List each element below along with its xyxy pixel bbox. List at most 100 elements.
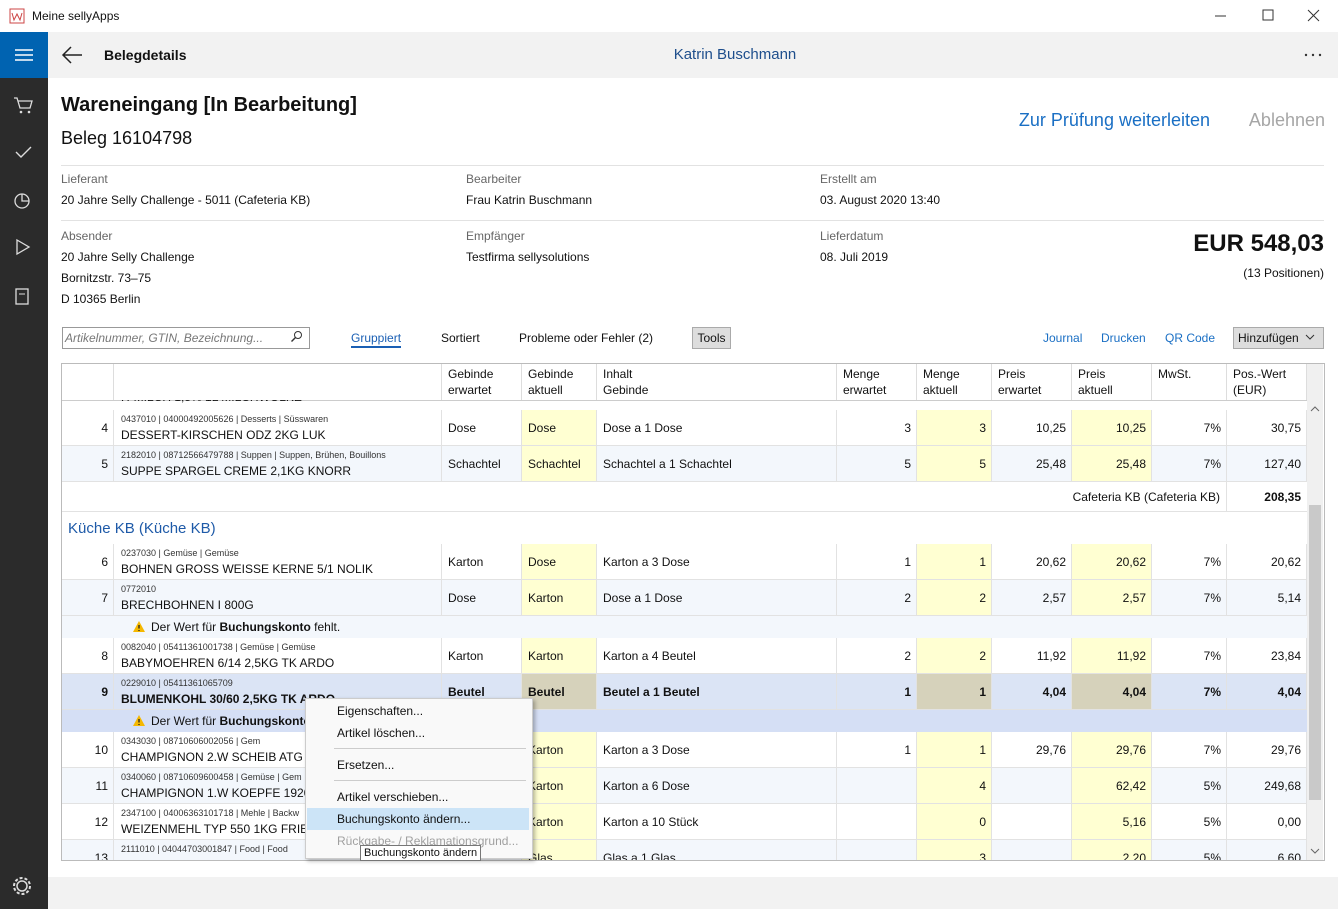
table-row[interactable]: 60237030 | Gemüse | GemüseBOHNEN GROSS W…	[62, 544, 1307, 580]
field-value: 03. August 2020 13:40	[820, 193, 940, 207]
cell	[837, 804, 917, 840]
warning-part: fehlt.	[311, 620, 340, 634]
table-row[interactable]: 90229010 | 05411361065709BLUMENKOHL 30/6…	[62, 674, 1307, 710]
cell-value: 4,04	[1123, 674, 1146, 710]
menu-item[interactable]: Buchungskonto ändern...	[307, 808, 529, 830]
column-header: Pos.-Wert	[1233, 367, 1286, 381]
header-cell	[62, 364, 114, 400]
sidebar-icons[interactable]	[0, 32, 48, 909]
menu-item[interactable]: Eigenschaften...	[307, 700, 529, 722]
cell-value: 3	[979, 840, 986, 860]
menu-item[interactable]: Ersetzen...	[307, 754, 529, 776]
link[interactable]: Journal	[1043, 331, 1082, 345]
position: 7	[101, 580, 108, 616]
tab[interactable]: Probleme oder Fehler (2)	[519, 331, 653, 345]
article-name: BABYMOEHREN 6/14 2,5KG TK ARDO	[121, 656, 334, 670]
cell-value: Karton a 3 Dose	[603, 544, 690, 580]
column-header: Gebinde	[528, 367, 573, 381]
cell-value: Dose	[448, 580, 476, 616]
tab[interactable]: Sortiert	[441, 331, 480, 345]
article-name: DESSERT-KIRSCHEN ODZ 2KG LUK	[121, 428, 326, 442]
column-header: aktuell	[923, 383, 958, 397]
table-row[interactable]: 100343030 | 08710606002056 | GemCHAMPIGN…	[62, 732, 1307, 768]
warning-row: Der Wert für Buchungskonto fehlt.	[62, 710, 1307, 733]
cell-value: 5%	[1204, 840, 1221, 860]
table-row[interactable]: 80082040 | 05411361001738 | Gemüse | Gem…	[62, 638, 1307, 674]
positions-count: (13 Positionen)	[1243, 266, 1324, 280]
cell-value: 2	[979, 580, 986, 616]
position: 9	[101, 674, 108, 710]
article-code: 2182010 | 08712566479788 | Suppen | Supp…	[121, 450, 386, 460]
cell-value: 7%	[1204, 580, 1221, 616]
cell-value: 1	[979, 544, 986, 580]
cell-value: 29,76	[1271, 732, 1301, 768]
cell-value: Beutel	[528, 674, 565, 710]
subtotal-label: Cafeteria KB (Cafeteria KB)	[1073, 490, 1220, 504]
cell-value: 249,68	[1264, 768, 1301, 804]
warning-icon	[132, 714, 146, 727]
article-code: 2111010 | 04044703001847 | Food | Food	[121, 844, 288, 854]
table-row[interactable]: 5 2182010 | 08712566479788 | Suppen | Sup…	[62, 446, 1307, 482]
field-label: Bearbeiter	[466, 172, 521, 186]
cell-value: 25,48	[1036, 446, 1066, 482]
table-row[interactable]: 132111010 | 04044703001847 | Food | Food…	[62, 840, 1307, 860]
link[interactable]: QR Code	[1165, 331, 1215, 345]
cell-value: 29,76	[1036, 732, 1066, 768]
forward-button[interactable]: Zur Prüfung weiterleiten	[1019, 110, 1210, 131]
subtotal-value: 208,35	[1264, 490, 1301, 504]
table-row[interactable]: 70772010BRECHBOHNEN I 800GDoseKartonDose…	[62, 580, 1307, 616]
cell-value: Dose	[448, 410, 476, 446]
separator	[61, 220, 1324, 221]
column-header: Preis	[998, 367, 1025, 381]
column-header: Preis	[1078, 367, 1105, 381]
article-name: CHAMPIGNON 1.W KOEPFE 1920G	[121, 786, 320, 800]
menu-label: Eigenschaften...	[337, 704, 423, 718]
cell-value: 11,92	[1037, 638, 1066, 674]
article-name: WEIZENMEHL TYP 550 1KG FRIESSI	[121, 822, 328, 836]
tools-button[interactable]: Tools	[692, 327, 731, 349]
field-label: Absender	[61, 229, 112, 243]
cell-value: 0	[979, 804, 986, 840]
header-cell	[114, 364, 442, 400]
article-name: BLUMENKOHL 30/60 2,5KG TK ARDO	[121, 692, 335, 706]
cell-value: Beutel a 1 Beutel	[603, 674, 700, 710]
link[interactable]: Drucken	[1101, 331, 1146, 345]
table-row[interactable]: 122347100 | 04006363101718 | Mehle | Bac…	[62, 804, 1307, 840]
back-button[interactable]	[60, 44, 86, 66]
column-header: Gebinde	[448, 367, 493, 381]
tab[interactable]: Gruppiert	[351, 331, 401, 348]
user-name: Katrin Buschmann	[600, 46, 870, 63]
cell-value: 7%	[1204, 544, 1221, 580]
field-label: Erstellt am	[820, 172, 877, 186]
column-header: Menge	[923, 367, 960, 381]
cell-value: Karton	[528, 804, 563, 840]
cell-value: Karton a 10 Stück	[603, 804, 698, 840]
table-row[interactable]: 40437010 | 04000492005626 | Desserts | S…	[62, 410, 1307, 446]
window-controls[interactable]	[1200, 0, 1338, 32]
cell-value: 10,25	[1036, 410, 1066, 446]
table-row[interactable]: 110340060 | 08710609600458 | Gemüse | Ge…	[62, 768, 1307, 804]
cell-value: 2	[904, 638, 911, 674]
column-header: aktuell	[528, 383, 563, 397]
article-name: BRECHBOHNEN I 800G	[121, 598, 254, 612]
position: 8	[101, 638, 108, 674]
more-button[interactable]	[1303, 50, 1325, 60]
article-code: 2347100 | 04006363101718 | Mehle | Backw	[121, 808, 299, 818]
document-number: Beleg 16104798	[61, 128, 192, 149]
scroll-arrows[interactable]	[1307, 400, 1323, 860]
position: 6	[101, 544, 108, 580]
cell-value: 2	[979, 638, 986, 674]
field-label: Empfänger	[466, 229, 525, 243]
reject-button[interactable]: Ablehnen	[1249, 110, 1325, 131]
menu-item[interactable]: Artikel verschieben...	[307, 786, 529, 808]
cell-value: 4	[979, 768, 986, 804]
warning-text: Der Wert für Buchungskonto fehlt.	[151, 620, 340, 634]
column-header: Gebinde	[603, 383, 648, 397]
warning-part: Der Wert für	[151, 620, 219, 634]
cell-value: 20,62	[1036, 544, 1066, 580]
menu-label: Ersetzen...	[337, 758, 394, 772]
position: 5	[101, 446, 108, 482]
subtotal-divider	[1226, 482, 1227, 512]
table-body: H-MILCH 1,5% 1L MILCHWOLKE40437010 | 040…	[62, 400, 1307, 860]
menu-item[interactable]: Artikel löschen...	[307, 722, 529, 744]
